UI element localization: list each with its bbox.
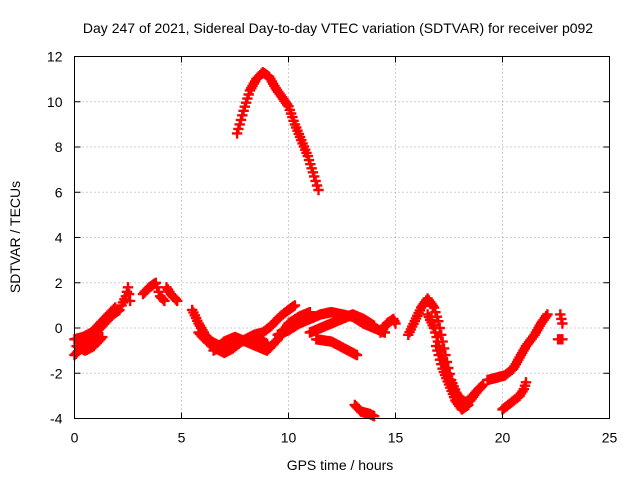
plus-markers [555,309,568,329]
y-tick-label: 12 [47,49,63,65]
y-tick-label: -4 [50,411,63,427]
series-arc-18 [431,340,474,415]
x-tick-label: 20 [495,430,511,446]
plus-markers [431,340,474,415]
x-tick-label: 15 [388,430,404,446]
series-arc-12 [311,334,363,361]
plus-markers [137,277,170,307]
series-arc-14 [231,67,324,196]
x-tick-label: 0 [71,430,79,446]
y-tick-label: 0 [55,320,63,336]
y-tick-label: 2 [55,275,63,291]
grid-lines [74,56,610,419]
series-arc-13 [375,313,401,338]
axis-ticks: 0 5 10 15 20 25 -4 -2 0 2 4 6 8 10 12 [47,49,618,446]
y-tick-label: 6 [55,184,63,200]
series-arc-5 [137,277,170,307]
y-axis-label: SDTVAR / TECUs [7,181,23,293]
plus-markers [71,331,108,356]
plus-markers [116,282,136,311]
series-arc-15 [349,399,380,422]
data-points [69,67,568,422]
chart-title: Day 247 of 2021, Sidereal Day-to-day VTE… [83,20,593,36]
y-tick-label: 8 [55,139,63,155]
plus-markers [497,377,532,415]
plus-markers [161,282,183,307]
x-axis-label: GPS time / hours [287,457,394,473]
series-arc-3 [71,331,108,356]
y-tick-label: 10 [47,94,63,110]
x-tick-label: 25 [602,430,618,446]
series-arc-11 [304,309,380,338]
plus-markers [304,309,380,338]
x-tick-label: 5 [178,430,186,446]
series-arc-20 [497,377,532,415]
plus-markers [552,334,568,345]
series-arc-6 [161,282,183,307]
x-tick-label: 10 [281,430,297,446]
plus-markers [311,334,363,361]
plus-markers [231,67,324,196]
series-arc-21 [555,309,568,329]
plus-markers [349,399,380,422]
y-tick-label: -2 [50,365,63,381]
plus-markers [482,309,553,386]
series-arc-22 [552,334,568,345]
series-arc-19 [482,309,553,386]
y-tick-label: 4 [55,230,63,246]
plus-markers [375,313,401,338]
series-arc-4 [116,282,136,311]
